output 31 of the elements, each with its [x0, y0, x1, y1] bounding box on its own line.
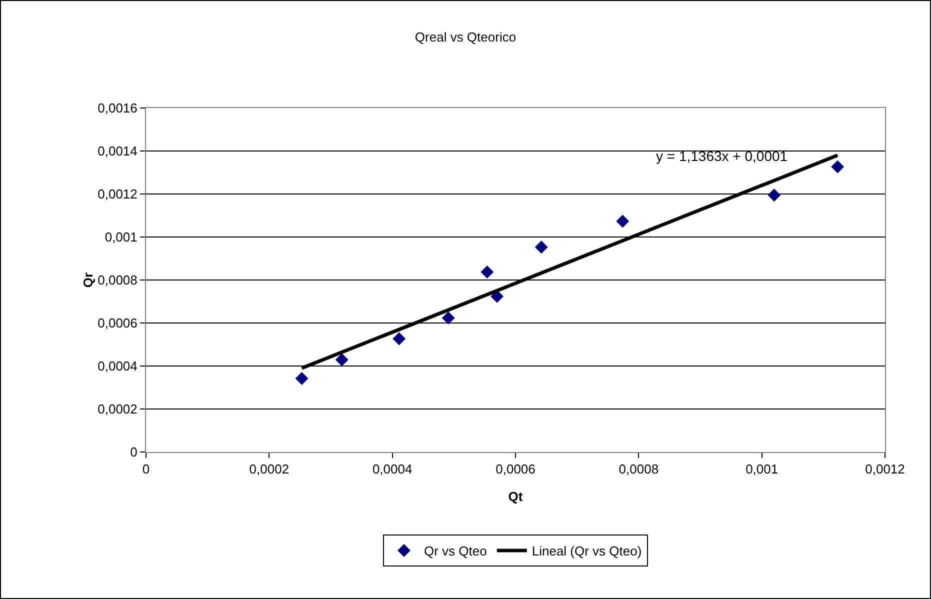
y-axis-title: Qr: [80, 272, 96, 288]
y-tick-label: 0,0012: [98, 186, 138, 202]
y-tick-label: 0,0006: [98, 316, 138, 331]
point: [295, 372, 308, 385]
point: [480, 266, 494, 279]
point: [534, 240, 548, 254]
x-tick-label: 0,0002: [249, 462, 290, 477]
x-tick-label: 0,001: [746, 462, 778, 477]
y-tick-label: 0,0002: [98, 402, 138, 417]
legend-label: Lineal (Qr vs Qteo): [532, 544, 642, 559]
x-tick-label: 0: [142, 462, 150, 477]
y-tick-label: 0,0004: [98, 358, 138, 374]
x-axis-title: Qt: [508, 489, 524, 504]
y-tick-label: 0,0016: [98, 100, 138, 116]
point: [831, 160, 844, 174]
y-tick-label: 0,0014: [98, 144, 138, 159]
x-tick-label: 0,0006: [496, 462, 536, 477]
point: [616, 214, 630, 228]
point: [442, 312, 455, 325]
annotation: y = 1,1363x + 0,0001: [656, 148, 788, 164]
x-tick-label: 0,0008: [618, 462, 659, 477]
point: [392, 332, 406, 346]
y-tick-label: 0: [130, 444, 138, 460]
y-tick-label: 0,001: [104, 230, 138, 245]
point: [768, 188, 781, 202]
x-tick-label: 0,0004: [372, 462, 412, 477]
point: [335, 353, 348, 366]
x-tick-label: 0,0012: [865, 462, 905, 477]
y-tick-label: 0,0008: [98, 272, 138, 288]
chart-title: Qreal vs Qteorico: [414, 29, 516, 44]
legend-label: Qr vs Qteo: [424, 544, 487, 559]
